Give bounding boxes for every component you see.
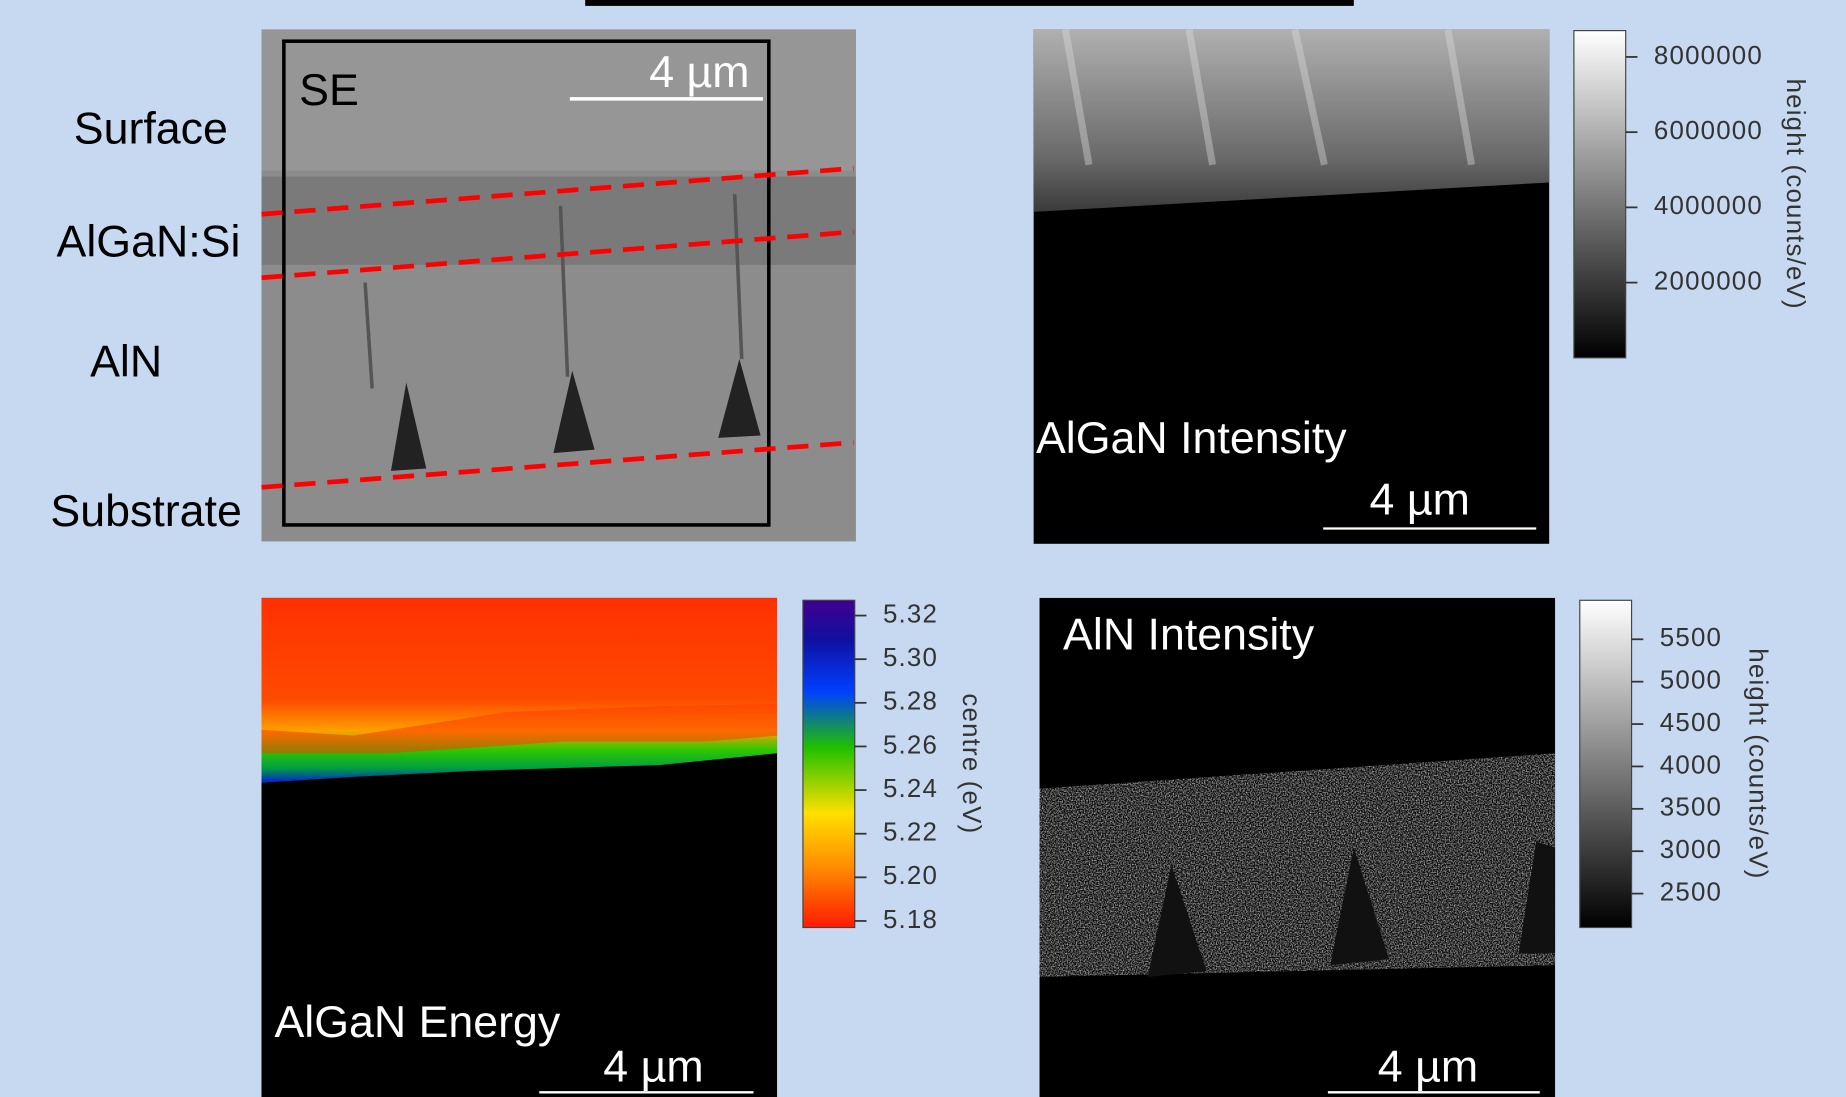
algan-intensity-panel: AlGaN Intensity 4 µm	[1034, 29, 1550, 543]
tick-label: 5.28	[883, 688, 938, 716]
layer-label: AlN	[90, 338, 162, 387]
tick-label: 5.18	[883, 906, 938, 934]
tick-label: 3500	[1660, 794, 1722, 822]
scale-bar-label: 4 µm	[649, 48, 749, 97]
layer-label: Surface	[74, 105, 228, 154]
layer-label: Substrate	[50, 487, 241, 536]
tick-label: 5.26	[883, 731, 938, 759]
tick-label: 4500	[1660, 709, 1722, 737]
header-bar	[585, 0, 1354, 6]
tick-label: 5.32	[883, 600, 938, 628]
panel-label: SE	[299, 66, 359, 115]
panel-label: AlGaN Energy	[274, 998, 560, 1047]
colorbar-label: height (counts/eV)	[1781, 79, 1809, 310]
colorbar-label: height (counts/eV)	[1743, 648, 1771, 879]
scale-bar-label: 4 µm	[1370, 475, 1470, 524]
tick-label: 4000	[1660, 751, 1722, 779]
colorbar	[803, 600, 855, 927]
figure: SE 4 µm Surface AlGaN:Si AlN Substrate A…	[0, 0, 1846, 1097]
tick-label: 5.20	[883, 862, 938, 890]
tick-label: 8000000	[1654, 42, 1763, 70]
colorbar	[1574, 31, 1626, 358]
se-panel: SE 4 µm Surface AlGaN:Si AlN Substrate	[50, 29, 855, 541]
colorbar	[1580, 600, 1632, 927]
aln-intensity-panel: AlN Intensity 4 µm	[1040, 598, 1556, 1097]
colorbar-label: centre (eV)	[957, 693, 985, 834]
tick-label: 5000	[1660, 667, 1722, 695]
panel-label: AlN Intensity	[1063, 611, 1315, 660]
tick-label: 3000	[1660, 836, 1722, 864]
tick-label: 2000000	[1654, 267, 1763, 295]
tick-label: 2500	[1660, 878, 1722, 906]
tick-label: 5.22	[883, 819, 938, 847]
layer-label: AlGaN:Si	[57, 218, 241, 267]
tick-label: 5.30	[883, 644, 938, 672]
algan-energy-panel: AlGaN Energy 4 µm	[262, 598, 778, 1097]
scale-bar-label: 4 µm	[1378, 1043, 1478, 1092]
tick-label: 5.24	[883, 775, 938, 803]
tick-label: 5500	[1660, 624, 1722, 652]
panel-label: AlGaN Intensity	[1036, 414, 1347, 463]
tick-label: 6000000	[1654, 117, 1763, 145]
page: SE 4 µm Surface AlGaN:Si AlN Substrate A…	[0, 0, 1846, 1097]
scale-bar-label: 4 µm	[603, 1043, 703, 1092]
tick-label: 4000000	[1654, 192, 1763, 220]
